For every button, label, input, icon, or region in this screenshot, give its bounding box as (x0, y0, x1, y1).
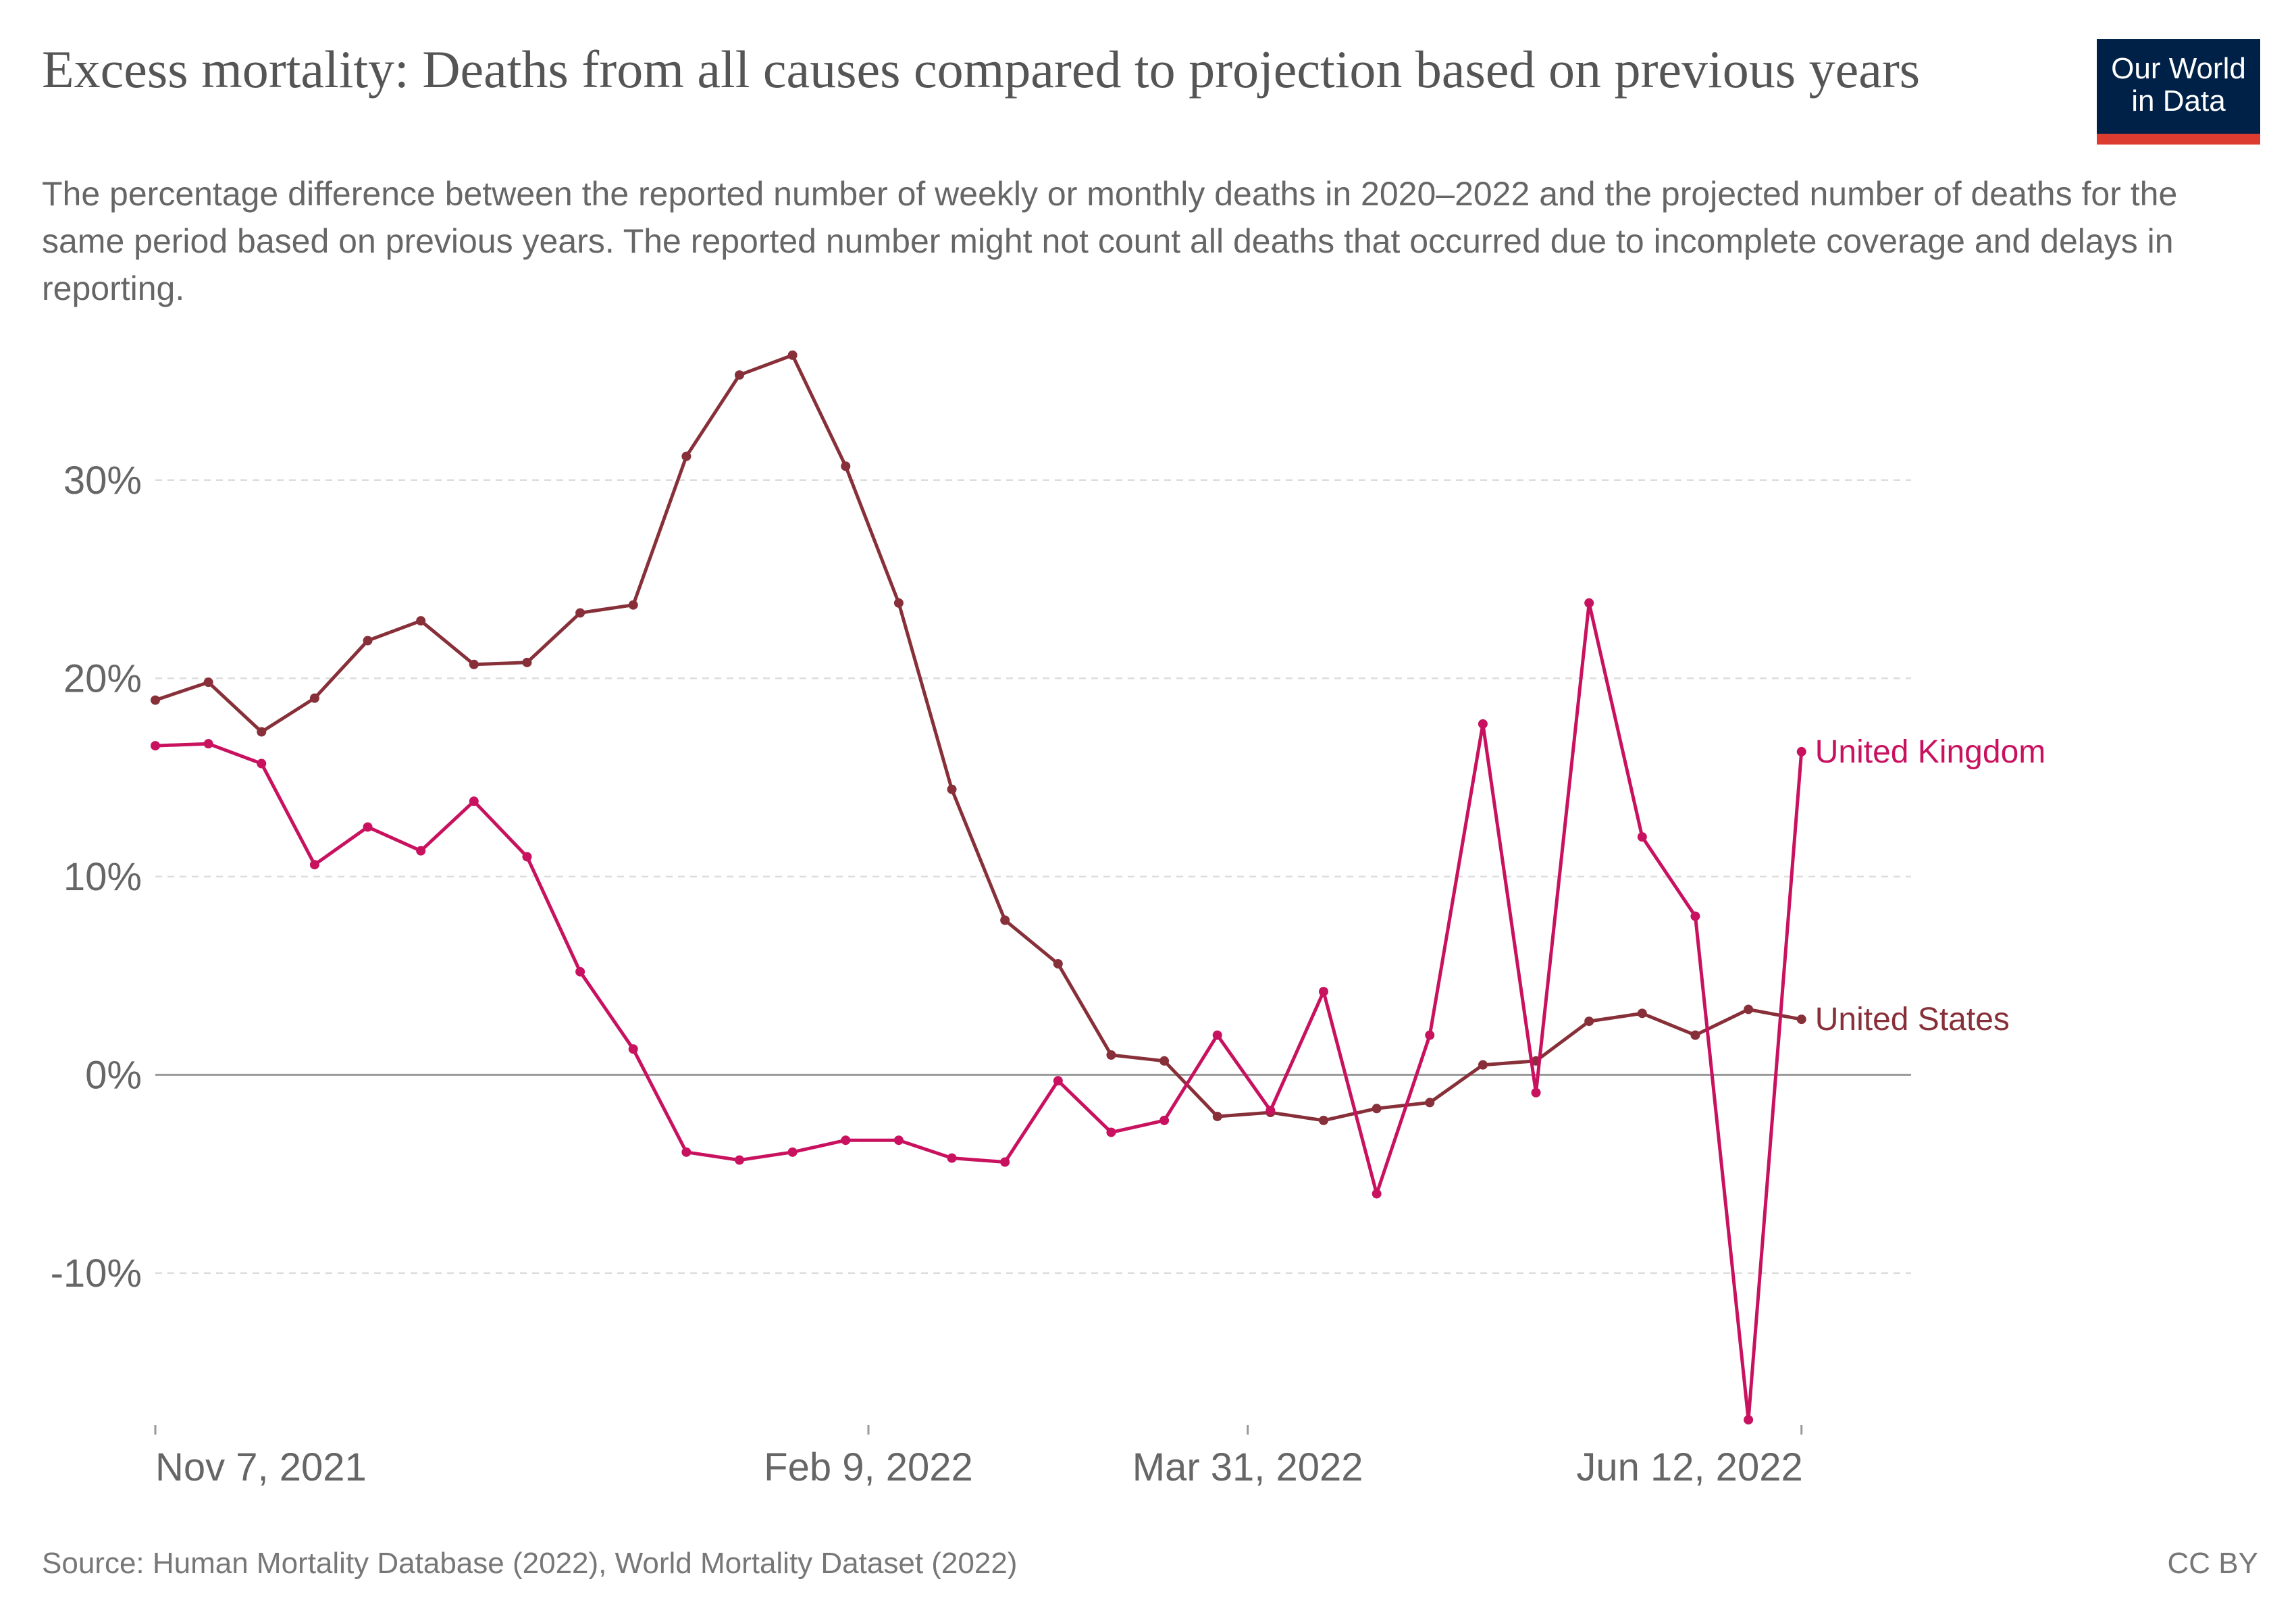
data-point[interactable] (416, 616, 426, 626)
data-point[interactable] (469, 659, 479, 669)
y-tick-label: 30% (63, 459, 142, 503)
data-point[interactable] (1744, 1415, 1754, 1425)
data-point[interactable] (1478, 719, 1488, 729)
data-point[interactable] (1478, 1060, 1488, 1070)
data-point[interactable] (309, 693, 319, 703)
data-point[interactable] (1796, 746, 1806, 756)
data-point[interactable] (628, 600, 638, 610)
grid-lines (155, 479, 1911, 1275)
data-point[interactable] (1372, 1104, 1382, 1114)
data-point[interactable] (735, 1155, 744, 1165)
data-point[interactable] (1584, 598, 1594, 608)
data-point[interactable] (363, 822, 373, 832)
data-point[interactable] (1425, 1098, 1435, 1108)
data-point[interactable] (203, 677, 213, 688)
data-point[interactable] (681, 1147, 692, 1157)
data-point[interactable] (257, 727, 267, 737)
data-point[interactable] (151, 741, 160, 751)
data-point[interactable] (628, 1044, 638, 1054)
x-tick-label: Jun 12, 2022 (1576, 1445, 1802, 1489)
series-label-united-kingdom[interactable]: United Kingdom (1815, 734, 2046, 770)
data-point[interactable] (1690, 1030, 1700, 1040)
data-point[interactable] (203, 739, 213, 749)
series-line-united-states[interactable] (155, 353, 1802, 1123)
data-point[interactable] (735, 370, 744, 380)
data-point[interactable] (681, 451, 692, 461)
data-point[interactable] (1212, 1111, 1222, 1121)
data-point[interactable] (363, 636, 373, 646)
y-tick-label: 20% (63, 657, 142, 700)
logo-line-2: in Data (2131, 84, 2226, 118)
axes: 30% 20% 10% 0% -10% Nov 7, 2021 Feb 9, 2022 Mar… (51, 459, 1803, 1489)
logo-line-1: Our World (2111, 52, 2246, 85)
data-point[interactable] (1584, 1017, 1594, 1027)
y-tick-label: 10% (63, 855, 142, 899)
data-point[interactable] (1159, 1056, 1170, 1066)
data-point[interactable] (787, 1147, 798, 1157)
data-point[interactable] (1637, 1008, 1647, 1019)
series-labels: United States United Kingdom (1815, 734, 2046, 1037)
x-tick-label: Nov 7, 2021 (155, 1445, 367, 1489)
data-point[interactable] (1159, 1115, 1170, 1125)
data-point[interactable] (1531, 1087, 1541, 1098)
data-point[interactable] (309, 860, 319, 870)
data-point[interactable] (947, 784, 957, 794)
data-point[interactable] (841, 1135, 851, 1146)
data-point[interactable] (841, 461, 851, 471)
data-point[interactable] (1425, 1030, 1435, 1040)
data-point[interactable] (575, 608, 585, 618)
data-point[interactable] (1053, 1076, 1063, 1086)
source-note[interactable]: Source: Human Mortality Database (2022),… (42, 1547, 1018, 1580)
data-point[interactable] (1372, 1189, 1382, 1199)
data-point[interactable] (1106, 1050, 1116, 1060)
data-point[interactable] (1744, 1004, 1754, 1014)
data-point[interactable] (1212, 1030, 1222, 1040)
y-tick-label: 0% (85, 1053, 142, 1097)
data-point[interactable] (416, 846, 426, 856)
data-point[interactable] (1000, 1157, 1010, 1167)
data-point[interactable] (1266, 1106, 1276, 1116)
data-point[interactable] (1000, 915, 1010, 925)
chart-subtitle: The percentage difference between the re… (42, 175, 2178, 307)
data-point[interactable] (893, 1135, 904, 1146)
chart-title: Excess mortality: Deaths from all causes… (42, 40, 1921, 99)
series-label-united-states[interactable]: United States (1815, 1002, 2010, 1037)
y-tick-label: -10% (51, 1252, 142, 1295)
license-link[interactable]: CC BY (2167, 1547, 2258, 1580)
data-point[interactable] (787, 350, 798, 360)
data-point[interactable] (1796, 1014, 1806, 1025)
owid-logo[interactable]: Our World in Data (2097, 39, 2260, 145)
data-point[interactable] (575, 967, 585, 977)
data-point[interactable] (1319, 987, 1328, 997)
data-point[interactable] (1690, 911, 1700, 921)
data-point[interactable] (947, 1153, 957, 1163)
x-tick-label: Mar 31, 2022 (1132, 1445, 1363, 1489)
data-point[interactable] (1053, 958, 1063, 969)
data-point[interactable] (1637, 832, 1647, 842)
series-line-united-kingdom[interactable] (155, 601, 1804, 1422)
data-point[interactable] (893, 598, 904, 608)
data-point[interactable] (151, 695, 160, 705)
data-point[interactable] (257, 758, 267, 769)
data-point[interactable] (522, 657, 532, 667)
data-point[interactable] (522, 852, 532, 862)
data-point[interactable] (469, 796, 479, 806)
data-point[interactable] (1106, 1127, 1116, 1137)
data-point[interactable] (1319, 1115, 1328, 1125)
x-tick-label: Feb 9, 2022 (764, 1445, 973, 1489)
series-lines (151, 350, 1806, 1425)
